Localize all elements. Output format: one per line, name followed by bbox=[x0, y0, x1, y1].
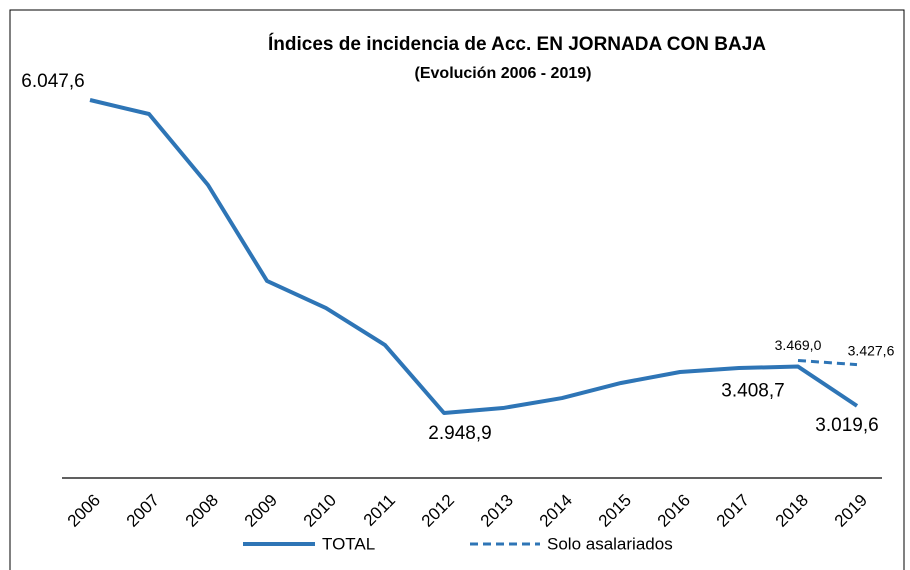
series-line bbox=[797, 358, 858, 367]
legend-label: Solo asalariados bbox=[547, 534, 673, 553]
data-label: 2.948,9 bbox=[428, 423, 491, 444]
data-label: 3.469,0 bbox=[775, 337, 822, 353]
x-tick-label: 2015 bbox=[595, 491, 635, 531]
x-tick-label: 2013 bbox=[477, 491, 517, 531]
x-tick-label: 2017 bbox=[713, 491, 753, 531]
chart-subtitle: (Evolución 2006 - 2019) bbox=[415, 65, 592, 82]
x-tick-label: 2019 bbox=[831, 491, 871, 531]
x-tick-label: 2009 bbox=[241, 491, 281, 531]
data-label: 3.408,7 bbox=[721, 381, 784, 402]
x-tick-label: 2012 bbox=[418, 491, 458, 531]
x-tick-label: 2011 bbox=[360, 491, 399, 530]
chart-title: Índices de incidencia de Acc. EN JORNADA… bbox=[268, 33, 766, 55]
legend-label: TOTAL bbox=[322, 534, 375, 553]
x-tick-label: 2006 bbox=[64, 491, 104, 531]
x-tick-label: 2010 bbox=[300, 491, 340, 531]
x-tick-label: 2014 bbox=[536, 491, 576, 531]
x-tick-label: 2008 bbox=[182, 491, 222, 531]
data-label: 3.427,6 bbox=[848, 342, 895, 358]
data-label: 3.019,6 bbox=[815, 415, 878, 436]
x-tick-label: 2018 bbox=[772, 491, 812, 531]
x-tick-label: 2016 bbox=[654, 491, 694, 531]
series-line bbox=[89, 98, 859, 415]
data-label: 6.047,6 bbox=[21, 71, 84, 92]
x-tick-label: 2007 bbox=[123, 491, 163, 531]
chart-frame bbox=[9, 9, 905, 570]
